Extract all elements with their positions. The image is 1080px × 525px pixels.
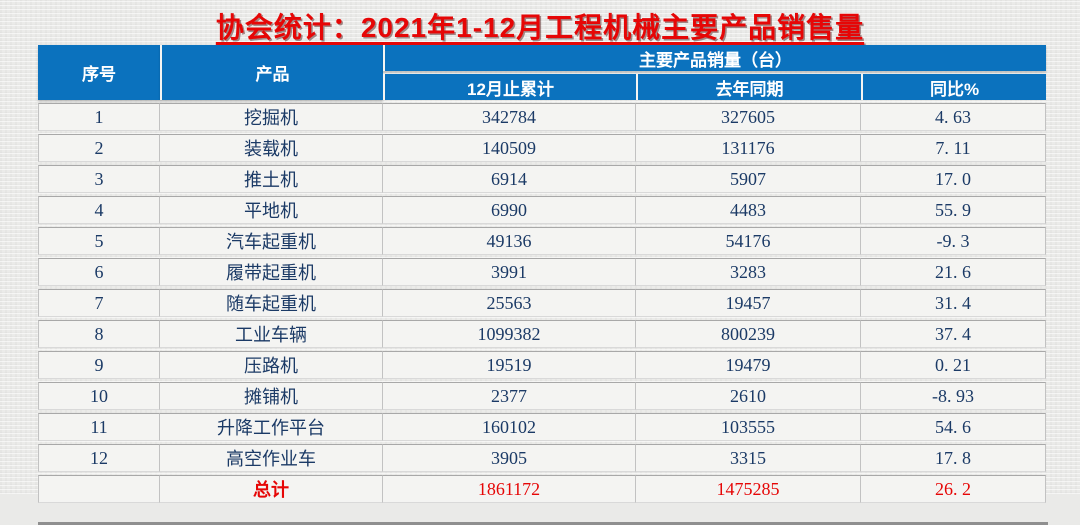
table-row: 1 挖掘机 342784 327605 4. 63 xyxy=(38,103,1047,131)
cell-cumulative-dec: 49136 xyxy=(383,227,636,255)
table-row: 4 平地机 6990 4483 55. 9 xyxy=(38,196,1047,224)
page-title: 协会统计：2021年1-12月工程机械主要产品销售量 xyxy=(215,12,865,43)
cell-cumulative-dec: 1099382 xyxy=(383,320,636,348)
cell-product: 汽车起重机 xyxy=(160,227,383,255)
cell-index: 6 xyxy=(38,258,160,286)
table-row: 3 推土机 6914 5907 17. 0 xyxy=(38,165,1047,193)
cell-last-year: 19479 xyxy=(636,351,861,379)
cell-product: 随车起重机 xyxy=(160,289,383,317)
table-row: 6 履带起重机 3991 3283 21. 6 xyxy=(38,258,1047,286)
cell-product: 高空作业车 xyxy=(160,444,383,472)
cell-yoy-percent: 31. 4 xyxy=(861,289,1047,317)
table-footer: 总计 1861172 1475285 26. 2 xyxy=(38,475,1047,503)
cell-yoy-percent: 4. 63 xyxy=(861,103,1047,131)
cell-cumulative-dec: 140509 xyxy=(383,134,636,162)
cell-index: 5 xyxy=(38,227,160,255)
table-row: 5 汽车起重机 49136 54176 -9. 3 xyxy=(38,227,1047,255)
cell-cumulative-dec: 3905 xyxy=(383,444,636,472)
table-row: 10 摊铺机 2377 2610 -8. 93 xyxy=(38,382,1047,410)
cell-index: 11 xyxy=(38,413,160,441)
column-header-product: 产品 xyxy=(160,45,383,100)
cell-last-year: 5907 xyxy=(636,165,861,193)
cell-index: 4 xyxy=(38,196,160,224)
table-row: 8 工业车辆 1099382 800239 37. 4 xyxy=(38,320,1047,348)
table-row: 12 高空作业车 3905 3315 17. 8 xyxy=(38,444,1047,472)
cell-last-year: 327605 xyxy=(636,103,861,131)
table-row: 7 随车起重机 25563 19457 31. 4 xyxy=(38,289,1047,317)
cell-product: 挖掘机 xyxy=(160,103,383,131)
cell-product: 摊铺机 xyxy=(160,382,383,410)
cell-cumulative-dec: 3991 xyxy=(383,258,636,286)
cell-last-year: 4483 xyxy=(636,196,861,224)
cell-yoy-percent: 55. 9 xyxy=(861,196,1047,224)
cell-cumulative-dec: 25563 xyxy=(383,289,636,317)
cell-yoy-percent: 0. 21 xyxy=(861,351,1047,379)
cell-cumulative-dec: 6990 xyxy=(383,196,636,224)
cell-last-year: 3283 xyxy=(636,258,861,286)
column-group-header-sales: 主要产品销量（台） xyxy=(383,45,1047,71)
total-label: 总计 xyxy=(160,475,383,503)
cell-yoy-percent: 17. 0 xyxy=(861,165,1047,193)
cell-index: 10 xyxy=(38,382,160,410)
table-row: 9 压路机 19519 19479 0. 21 xyxy=(38,351,1047,379)
cell-yoy-percent: -8. 93 xyxy=(861,382,1047,410)
total-row: 总计 1861172 1475285 26. 2 xyxy=(38,475,1047,503)
table-row: 11 升降工作平台 160102 103555 54. 6 xyxy=(38,413,1047,441)
total-yoy-value: 26. 2 xyxy=(861,475,1047,503)
cell-product: 装载机 xyxy=(160,134,383,162)
cell-index: 8 xyxy=(38,320,160,348)
cell-cumulative-dec: 6914 xyxy=(383,165,636,193)
column-header-yoy-percent: 同比% xyxy=(861,74,1047,100)
cell-cumulative-dec: 19519 xyxy=(383,351,636,379)
cell-yoy-percent: 37. 4 xyxy=(861,320,1047,348)
column-header-cumulative-dec: 12月止累计 xyxy=(383,74,636,100)
cell-yoy-percent: 21. 6 xyxy=(861,258,1047,286)
cell-last-year: 54176 xyxy=(636,227,861,255)
cell-last-year: 19457 xyxy=(636,289,861,317)
cell-yoy-percent: -9. 3 xyxy=(861,227,1047,255)
table-header: 序号 产品 主要产品销量（台） 12月止累计 去年同期 同比% xyxy=(38,45,1047,100)
cell-last-year: 131176 xyxy=(636,134,861,162)
cell-index: 9 xyxy=(38,351,160,379)
sales-table-container: 序号 产品 主要产品销量（台） 12月止累计 去年同期 同比% 1 挖掘机 3427… xyxy=(38,42,1048,525)
cell-index: 2 xyxy=(38,134,160,162)
cell-yoy-percent: 7. 11 xyxy=(861,134,1047,162)
cell-product: 升降工作平台 xyxy=(160,413,383,441)
cell-last-year: 2610 xyxy=(636,382,861,410)
total-last-year-value: 1475285 xyxy=(636,475,861,503)
cell-product: 推土机 xyxy=(160,165,383,193)
table-body: 1 挖掘机 342784 327605 4. 63 2 装载机 140509 131176 7. … xyxy=(38,103,1047,472)
sales-table: 序号 产品 主要产品销量（台） 12月止累计 去年同期 同比% 1 挖掘机 3427… xyxy=(38,42,1047,506)
column-header-last-year: 去年同期 xyxy=(636,74,861,100)
column-header-index: 序号 xyxy=(38,45,160,100)
cell-yoy-percent: 17. 8 xyxy=(861,444,1047,472)
cell-index: 1 xyxy=(38,103,160,131)
cell-index: 3 xyxy=(38,165,160,193)
cell-product: 工业车辆 xyxy=(160,320,383,348)
cell-last-year: 800239 xyxy=(636,320,861,348)
cell-yoy-percent: 54. 6 xyxy=(861,413,1047,441)
cell-product: 履带起重机 xyxy=(160,258,383,286)
cell-cumulative-dec: 2377 xyxy=(383,382,636,410)
cell-index: 7 xyxy=(38,289,160,317)
cell-cumulative-dec: 160102 xyxy=(383,413,636,441)
cell-last-year: 103555 xyxy=(636,413,861,441)
total-cell-index xyxy=(38,475,160,503)
table-row: 2 装载机 140509 131176 7. 11 xyxy=(38,134,1047,162)
total-cumulative-value: 1861172 xyxy=(383,475,636,503)
cell-cumulative-dec: 342784 xyxy=(383,103,636,131)
cell-index: 12 xyxy=(38,444,160,472)
cell-last-year: 3315 xyxy=(636,444,861,472)
cell-product: 平地机 xyxy=(160,196,383,224)
cell-product: 压路机 xyxy=(160,351,383,379)
